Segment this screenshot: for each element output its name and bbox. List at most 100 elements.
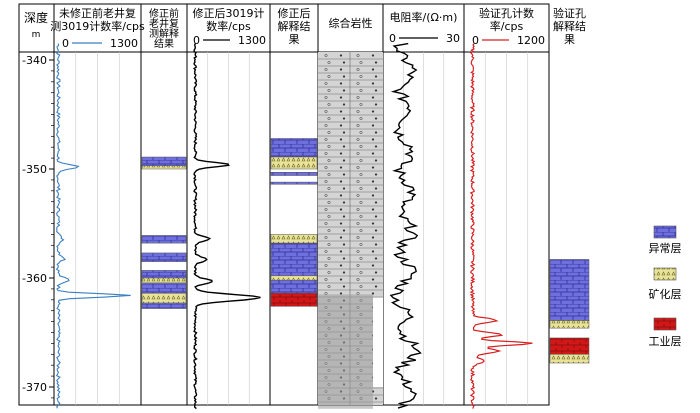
lithology-grain <box>356 54 360 57</box>
lithology-grain <box>339 236 343 239</box>
lithology-grain <box>371 152 375 155</box>
lithology-grain <box>374 257 378 260</box>
lithology-grain <box>339 138 343 141</box>
lithology-grain <box>359 271 363 274</box>
curve-pre-correction <box>55 43 131 409</box>
lithology-grain <box>371 54 375 57</box>
column-separators <box>53 4 550 405</box>
lithology-grain <box>327 257 331 260</box>
lithology-grain <box>359 201 363 204</box>
column-title-c2-line: 老井复 <box>149 17 179 30</box>
column-title-c3-line: 修正后3019计 <box>193 6 265 20</box>
column-title-c7-line: 率/cps <box>490 19 524 33</box>
lithology-grain <box>356 222 360 225</box>
legend-swatch-mineral <box>653 267 677 281</box>
lithology-grain <box>327 187 331 190</box>
depth-tick-label: -360 <box>22 272 47 285</box>
column-title-c1-line: 测3019计数率/cps <box>50 19 145 33</box>
legend-label-industrial: 工业层 <box>649 335 682 348</box>
column-title-c2-line: 结果 <box>154 37 174 50</box>
chart-frame <box>18 3 550 406</box>
lithology-grain <box>342 173 346 176</box>
lithology-grain <box>371 68 375 71</box>
lithology-grain <box>374 159 378 162</box>
lithology-grain <box>324 152 328 155</box>
interp-block-industrial <box>549 337 590 355</box>
lithology-grain <box>324 166 328 169</box>
lithology-grain <box>339 222 343 225</box>
log-curves <box>55 42 533 410</box>
lithology-grain <box>371 292 375 295</box>
lithology-grain <box>327 61 331 64</box>
lithology-grain <box>371 166 375 169</box>
interp-block-mineral <box>549 354 590 364</box>
lithology-grain <box>342 257 346 260</box>
lithology-grain <box>356 180 360 183</box>
column-title-c8-line: 果 <box>564 33 575 46</box>
scale-min-c7: 0 <box>472 34 479 47</box>
lithology-grain <box>359 131 363 134</box>
lithology-grain <box>339 180 343 183</box>
lithology-grain <box>327 229 331 232</box>
interp-block-anomaly <box>141 235 187 244</box>
interp-block-anomaly <box>270 172 318 176</box>
lithology-grain <box>359 89 363 92</box>
lithology-grain <box>327 215 331 218</box>
legend-label-mineral: 矿化层 <box>649 287 682 301</box>
lithology-grain <box>359 243 363 246</box>
lithology-grain <box>359 187 363 190</box>
lithology-grain <box>339 54 343 57</box>
lithology-grain <box>374 215 378 218</box>
lithology-grain <box>324 250 328 253</box>
column-title-c1-line: 未修正前老井复 <box>59 6 136 20</box>
scale-max-c6: 30 <box>446 32 460 45</box>
lithology-grain <box>359 145 363 148</box>
lithology-grain <box>339 250 343 253</box>
column-title-c8-line: 解释结 <box>553 19 586 33</box>
lithology-grain <box>371 180 375 183</box>
lithology-grain <box>339 68 343 71</box>
lithology-grain <box>359 257 363 260</box>
lithology-grain <box>327 89 331 92</box>
lithology-grain <box>374 271 378 274</box>
lithology-grain <box>374 285 378 288</box>
lithology-grain <box>374 243 378 246</box>
depth-tick-label: -350 <box>22 163 47 176</box>
column-title-c4-line: 修正后 <box>278 6 311 20</box>
column-title-c2-line: 测解释 <box>149 27 179 40</box>
lithology-grain <box>324 264 328 267</box>
lithology-grain <box>371 194 375 197</box>
scale-max-c3: 1300 <box>238 34 266 47</box>
lithology-grain <box>359 285 363 288</box>
lithology-grain <box>356 264 360 267</box>
interp-block-anomaly <box>141 302 187 309</box>
lithology-grain <box>339 96 343 99</box>
lithology-grain <box>324 236 328 239</box>
lithology-grain <box>371 222 375 225</box>
lithology-grain <box>371 82 375 85</box>
lithology-grain <box>327 75 331 78</box>
interp-block-industrial <box>270 293 318 307</box>
curve-verification <box>469 43 533 409</box>
interp-block-mineral <box>141 165 187 170</box>
lithology-grain <box>339 208 343 211</box>
lithology-grain <box>371 96 375 99</box>
column-title-c5-line: 综合岩性 <box>329 16 373 30</box>
lithology-grain <box>374 229 378 232</box>
lithology-grain <box>327 145 331 148</box>
interp-block-mineral <box>270 156 318 170</box>
interp-block-anomaly <box>270 279 318 294</box>
lithology-grain <box>359 117 363 120</box>
scale-min-c1: 0 <box>62 37 69 50</box>
lithology-grain <box>327 285 331 288</box>
lithology-grain <box>339 110 343 113</box>
lithology-grain <box>374 103 378 106</box>
lithology-grain <box>356 250 360 253</box>
lithology-grain <box>356 166 360 169</box>
column-title-c6-line: 电阻率/(Ω·m) <box>390 10 458 24</box>
lithology-grain <box>339 124 343 127</box>
lithology-grain <box>342 75 346 78</box>
lithology-grain <box>356 110 360 113</box>
lithology-grain <box>374 75 378 78</box>
